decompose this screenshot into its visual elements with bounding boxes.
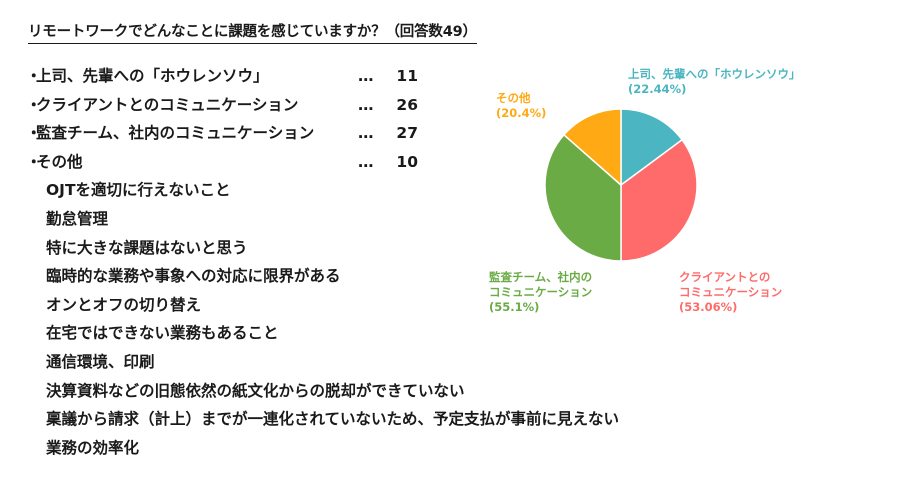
leader-dots: …: [358, 67, 375, 85]
list-item: ・監査チーム、社内のコミュニケーション … 27: [26, 119, 619, 148]
pie-label-text: その他: [496, 91, 531, 105]
pie-slice-3: [562, 108, 622, 187]
other-detail-item: 臨時的な業務や事象への対応に限界がある: [46, 267, 341, 286]
pie-label-pct: (20.4%): [496, 106, 547, 120]
item-count: 10: [396, 152, 418, 171]
other-detail-item: 勤怠管理: [46, 209, 109, 228]
leader-dots: …: [358, 95, 375, 114]
item-label: その他: [36, 152, 83, 171]
pie-slice-0: [620, 108, 684, 187]
pie-label-pct: (53.06%): [679, 300, 738, 314]
list-item: ・その他 … 10: [26, 148, 619, 177]
pie-slice-2: [544, 133, 622, 262]
answer-list: ・上司、先輩への「ホウレンソウ」 … 11 ・クライアントとのコミュニケーション…: [26, 62, 619, 462]
pie-label-text: 上司、先輩への「ホウレンソウ」: [628, 67, 801, 81]
pie-label-pct: (22.44%): [628, 82, 687, 96]
item-count: 11: [396, 67, 418, 85]
pie-label-text: コミュニケーション: [679, 285, 783, 299]
leader-dots: …: [358, 124, 375, 143]
other-detail-item: オンとオフの切り替え: [46, 295, 202, 314]
leader-dots: …: [358, 152, 375, 171]
pie-label-hourensou: 上司、先輩への「ホウレンソウ」 (22.44%): [628, 67, 801, 97]
pie-label-text: コミュニケーション: [489, 285, 593, 299]
other-detail-item: 在宅ではできない業務もあること: [46, 324, 279, 343]
item-label: 監査チーム、社内のコミュニケーション: [36, 124, 315, 143]
list-item: ・クライアントとのコミュニケーション … 26: [26, 91, 619, 120]
other-detail-item: 業務の効率化: [46, 438, 140, 457]
other-detail-item: 決算資料などの旧態依然の紙文化からの脱却ができていない: [46, 381, 465, 400]
list-item: ・上司、先輩への「ホウレンソウ」 … 11: [26, 62, 619, 91]
pie-label-other: その他 (20.4%): [496, 91, 546, 121]
pie-label-audit: 監査チーム、社内の コミュニケーション (55.1%): [489, 270, 592, 315]
item-label: クライアントとのコミュニケーション: [36, 95, 299, 114]
other-detail-item: 特に大きな課題はないと思う: [46, 238, 248, 257]
pie-label-pct: (55.1%): [489, 300, 540, 314]
item-count: 26: [396, 95, 418, 114]
pie-label-client: クライアントとの コミュニケーション (53.06%): [679, 270, 782, 315]
pie-slice-1: [620, 138, 698, 262]
other-detail-item: 通信環境、印刷: [46, 352, 155, 371]
other-detail-item: OJTを適切に行えないこと: [46, 181, 231, 200]
item-label: 上司、先輩への「ホウレンソウ」: [36, 67, 269, 85]
chart-title: リモートワークでどんなことに課題を感じていますか？（回答数49）: [28, 20, 477, 44]
pie-label-text: 監査チーム、社内の: [489, 270, 593, 284]
other-detail-item: 稟議から請求（計上）までが一連化されていないため、予定支払が事前に見えない: [46, 410, 620, 429]
item-count: 27: [396, 124, 418, 143]
pie-label-text: クライアントとの: [679, 270, 771, 284]
